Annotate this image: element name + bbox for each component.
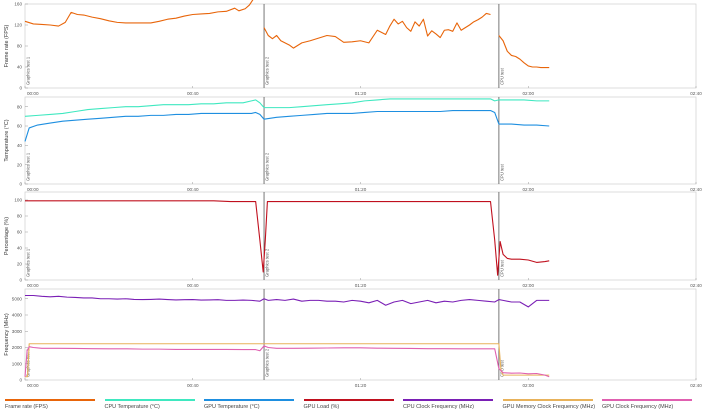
- series-line-frame-rate-fps-: [24, 0, 254, 27]
- x-tick-label: 01:20: [355, 187, 367, 192]
- legend-label: GPU Clock Frequency (MHz): [602, 404, 674, 410]
- series-line-cpu-clock-frequency-mhz-: [25, 294, 550, 308]
- legend-swatch: [602, 399, 692, 401]
- legend-label: CPU Temperature (°C): [104, 404, 160, 410]
- plot-frame: [24, 96, 697, 185]
- y-tick-label: 2000: [12, 345, 23, 350]
- x-tick-label: 02:00: [523, 91, 535, 96]
- y-tick-label: 4000: [12, 313, 23, 318]
- y-tick-label: 160: [14, 2, 22, 7]
- y-axis-label: Temperature (°C): [4, 119, 10, 161]
- section-label: CPU test: [499, 67, 504, 85]
- section-label: CPU test: [499, 259, 504, 277]
- legend-label: GPU Load (%): [303, 404, 340, 410]
- y-tick-label: 100: [14, 198, 22, 203]
- y-tick-label: 40: [17, 143, 23, 148]
- section-label: Graphics test 2: [265, 348, 270, 377]
- legend-swatch: [403, 399, 493, 401]
- section-label: Graphics test 1: [26, 248, 31, 277]
- legend-swatch: [502, 399, 593, 401]
- section-label: CPU test: [499, 163, 504, 181]
- series-line-cpu-temperature-c-: [24, 98, 550, 117]
- y-tick-label: 1000: [12, 361, 23, 366]
- chart-panel-4: 0 1000 2000 3000 4000 5000 Frequency (MHz) 00:0…: [4, 288, 702, 388]
- legend-label: GPU Temperature (°C): [204, 404, 260, 410]
- x-tick-label: 02:00: [523, 283, 535, 288]
- y-tick-label: 0: [19, 86, 22, 91]
- x-tick-label: 01:20: [355, 283, 367, 288]
- plot-frame: [24, 3, 697, 89]
- section-label: Graphics test 2: [265, 152, 270, 181]
- series-line-gpu-memory-clock-frequency-mhz-: [25, 343, 550, 378]
- x-tick-label: 00:40: [187, 383, 199, 388]
- y-tick-label: 80: [17, 214, 23, 219]
- x-tick-label: 02:00: [523, 383, 535, 388]
- x-tick-label: 02:40: [690, 187, 702, 192]
- section-label: CPU test: [499, 359, 504, 377]
- legend-swatch: [204, 399, 294, 401]
- x-tick-label: 01:20: [355, 91, 367, 96]
- y-tick-label: 40: [17, 246, 23, 251]
- x-tick-label: 02:40: [690, 283, 702, 288]
- x-tick-label: 00:00: [27, 283, 39, 288]
- plot-frame: [24, 288, 697, 381]
- section-label: Graphics test 1: [26, 56, 31, 85]
- y-tick-label: 5000: [12, 296, 23, 301]
- legend-label: CPU Clock Frequency (MHz): [403, 404, 474, 410]
- legend-label: Frame rate (FPS): [5, 404, 48, 410]
- y-tick-label: 20: [17, 162, 23, 167]
- series-line-gpu-temperature-c-: [24, 109, 550, 142]
- plot-frame: [24, 191, 697, 281]
- x-tick-label: 00:40: [187, 187, 199, 192]
- y-tick-label: 60: [17, 230, 23, 235]
- x-tick-label: 00:00: [27, 187, 39, 192]
- section-label: Graphics test 1: [26, 152, 31, 181]
- y-axis-label: Frame rate (FPS): [4, 24, 10, 67]
- y-tick-label: 80: [17, 104, 23, 109]
- charts-svg: 0 40 80 120 160 Frame rate (FPS) 00:00 00:40 01:…: [4, 0, 702, 388]
- series-line-frame-rate-fps-test-2: [263, 12, 491, 49]
- y-tick-label: 80: [17, 44, 23, 49]
- y-axis-label: Percentage (%): [4, 217, 10, 255]
- x-tick-label: 02:40: [690, 383, 702, 388]
- legend: Frame rate (FPS) CPU Temperature (°C) GPU …: [0, 392, 708, 410]
- x-tick-label: 02:40: [690, 91, 702, 96]
- series-line-gpu-load-: [25, 200, 550, 276]
- y-tick-label: 40: [17, 65, 23, 70]
- y-tick-label: 120: [14, 23, 22, 28]
- chart-panel-2: 0 20 40 60 80 Temperature (°C) 00:00 00:40 01:20…: [4, 96, 702, 192]
- legend-swatch: [303, 399, 394, 401]
- y-tick-label: 0: [19, 378, 22, 383]
- series-line-frame-rate-fps-cpu: [498, 35, 550, 69]
- chart-panel-1: 0 40 80 120 160 Frame rate (FPS) 00:00 00:40 01:…: [4, 0, 702, 96]
- chart-panel-3: 0 20 40 60 80 100 Percentage (%) 00:00 00:40 01:2…: [4, 191, 702, 288]
- legend-label: GPU Memory Clock Frequency (MHz): [502, 404, 596, 410]
- y-tick-label: 20: [17, 262, 23, 267]
- y-tick-label: 0: [19, 182, 22, 187]
- x-tick-label: 00:00: [27, 383, 39, 388]
- x-tick-label: 00:40: [187, 283, 199, 288]
- section-label: Graphics test 2: [265, 248, 270, 277]
- y-axis-label: Frequency (MHz): [4, 313, 10, 356]
- y-tick-label: 60: [17, 124, 23, 129]
- series-line-gpu-clock-frequency-mhz-: [24, 345, 550, 378]
- y-tick-label: 0: [19, 278, 22, 283]
- legend-swatch: [5, 399, 95, 401]
- x-tick-label: 01:20: [355, 383, 367, 388]
- section-label: Graphics test 2: [265, 56, 270, 85]
- x-tick-label: 00:40: [187, 91, 199, 96]
- y-tick-label: 3000: [12, 329, 23, 334]
- x-tick-label: 02:00: [523, 187, 535, 192]
- legend-swatch: [104, 399, 195, 401]
- x-tick-label: 00:00: [27, 91, 39, 96]
